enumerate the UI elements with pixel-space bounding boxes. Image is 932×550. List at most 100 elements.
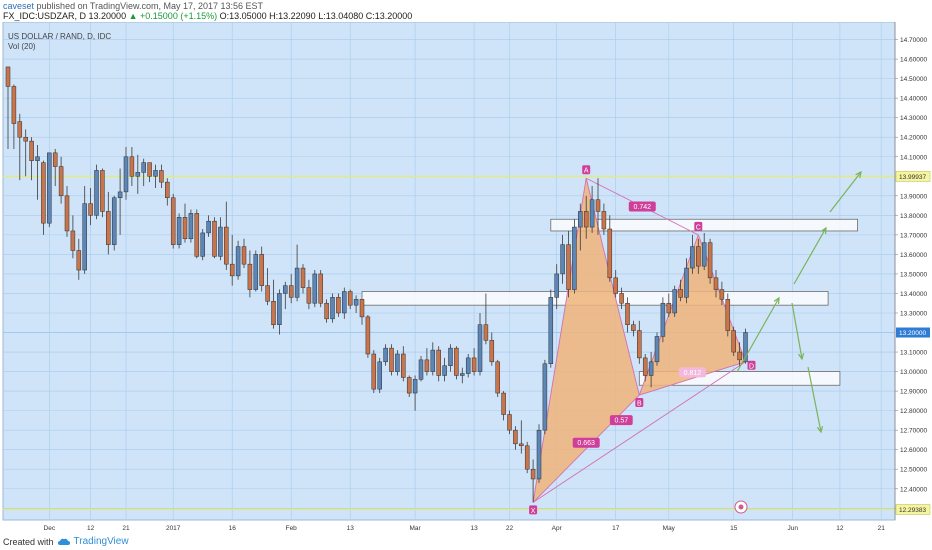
y-tick-label: 12.80000 <box>900 408 927 415</box>
candle-body <box>359 299 365 318</box>
pattern-point-label: B <box>637 401 642 408</box>
arrow-head <box>820 226 827 235</box>
candle-body <box>5 66 11 87</box>
candle-body <box>731 330 736 353</box>
candle-body <box>507 414 512 431</box>
candle-body <box>389 347 394 372</box>
candle-body <box>554 273 559 298</box>
candle-body <box>29 140 34 161</box>
candle-body <box>64 195 70 232</box>
candle-body <box>648 361 654 376</box>
y-tick-label: 14.10000 <box>900 154 927 161</box>
candle-body <box>631 324 636 331</box>
price-tag-label: 13.99937 <box>899 174 926 181</box>
chart-title: US DOLLAR / RAND, D, IDC <box>8 32 111 41</box>
candle-body <box>642 357 648 376</box>
candle-body <box>35 156 40 161</box>
candle-body <box>583 211 589 228</box>
ratio-badge <box>628 201 656 212</box>
ratio-badge <box>609 415 633 426</box>
ratio-label: 0.742 <box>633 204 651 211</box>
candle-body <box>194 213 200 257</box>
candle-body <box>165 181 170 199</box>
price-change: +0.15000 (+1.15%) <box>140 11 218 21</box>
candle-body <box>666 302 672 314</box>
candle-body <box>159 170 164 183</box>
tradingview-brand[interactable]: TradingView <box>73 536 129 547</box>
x-tick-label: 16 <box>229 525 237 532</box>
ratio-badge <box>678 367 706 378</box>
arrow-shaft <box>791 302 803 360</box>
publisher-name[interactable]: caveset <box>3 1 35 11</box>
candle-body <box>371 353 377 390</box>
arrow-head <box>816 426 824 434</box>
ratio-label: 0.57 <box>614 418 628 425</box>
candle-body <box>129 156 135 177</box>
plot-background <box>2 22 896 521</box>
candle-body <box>41 162 46 224</box>
y-tick-label: 14.50000 <box>900 76 927 83</box>
candle-body <box>619 293 624 304</box>
candle-body <box>336 297 341 314</box>
candle-body <box>229 263 235 277</box>
event-icon[interactable] <box>734 500 748 514</box>
candle-body <box>460 373 465 376</box>
x-tick-label: 13 <box>470 525 478 532</box>
candle-body <box>241 246 247 265</box>
candle-body <box>288 285 294 298</box>
candle-body <box>542 363 548 431</box>
candle-body <box>383 347 388 363</box>
y-tick-label: 14.20000 <box>900 135 927 142</box>
x-tick-label: 15 <box>730 525 738 532</box>
candle-body <box>300 267 306 288</box>
candle-body <box>501 392 506 415</box>
y-tick-label: 12.70000 <box>900 428 927 435</box>
price-chart[interactable]: X A B C D 0.663 0.742 0.57 0.812 14.70000 14.6000… <box>0 22 932 534</box>
candle-body <box>377 361 382 390</box>
candle-body <box>696 246 701 267</box>
y-tick-label: 14.30000 <box>900 115 927 122</box>
candle-body <box>88 203 93 216</box>
candle-body <box>471 357 477 372</box>
x-tick-label: 13 <box>347 525 355 532</box>
ratio-badge <box>572 437 600 448</box>
pattern-leg-ab <box>585 178 640 396</box>
candle-body <box>743 332 748 363</box>
pattern-point-badge <box>529 505 538 515</box>
pattern-point-label: C <box>696 224 701 231</box>
candle-body <box>176 217 182 245</box>
candle-body <box>247 263 253 290</box>
candle-body <box>283 285 288 294</box>
arrow-head <box>797 353 805 361</box>
y-tick-label: 14.40000 <box>900 96 927 103</box>
candle-body <box>200 232 205 257</box>
candle-body <box>536 429 542 480</box>
candle-body <box>52 152 58 167</box>
candle-body <box>566 244 571 290</box>
price-tags: 13.99937 13.20000 12.29383 <box>895 171 931 515</box>
candles <box>5 66 748 503</box>
footer: Created with TradingView <box>3 536 129 547</box>
candle-body <box>678 289 683 298</box>
candle-body <box>424 359 430 372</box>
candle-body <box>365 316 371 355</box>
time-axis[interactable]: Dec 12 21 2017 16 Feb 13 Mar 13 22 Apr 17 May 15 Jun 12… <box>44 525 886 532</box>
candle-body <box>436 349 441 376</box>
price-axis[interactable]: 14.70000 14.60000 14.50000 14.40000 14.30000… <box>894 22 927 520</box>
x-tick-label: May <box>663 525 676 532</box>
pattern-link-xd <box>532 361 746 503</box>
change-up-icon: ▲ <box>128 11 138 21</box>
candle-body <box>548 297 554 365</box>
x-tick-label: 12 <box>87 525 95 532</box>
candle-body <box>442 365 447 376</box>
candle-body <box>625 302 630 325</box>
candle-body <box>690 246 695 269</box>
candle-body <box>206 220 211 234</box>
ratio-label: 0.663 <box>577 440 595 447</box>
candle-body <box>106 211 111 245</box>
y-tick-label: 12.50000 <box>900 467 927 474</box>
last-price: 13.20000 <box>88 11 127 21</box>
candle-body <box>111 197 117 245</box>
candle-body <box>212 220 217 257</box>
arrow-head <box>855 170 862 178</box>
